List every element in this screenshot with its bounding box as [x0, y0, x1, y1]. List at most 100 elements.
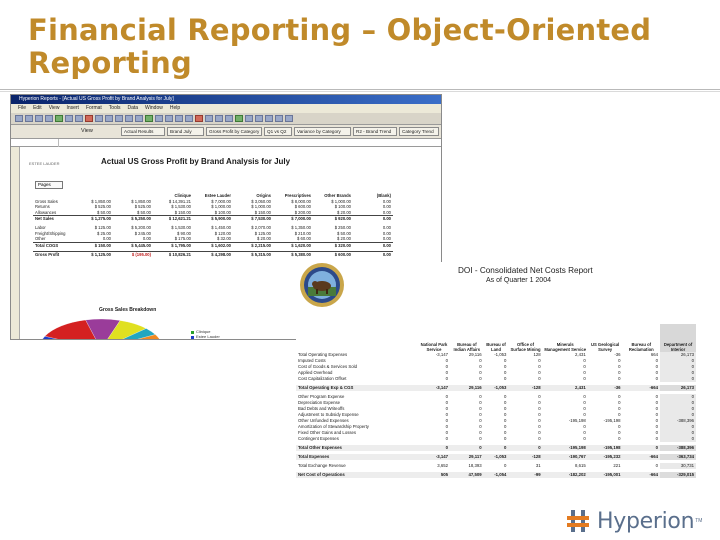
doi-cell-value: 3,652: [437, 463, 449, 468]
toolbar-button-icon[interactable]: [285, 115, 293, 122]
doi-cell-value: 0: [618, 424, 621, 429]
cell-value: $ 920.00: [313, 215, 353, 222]
doi-cell-value: 0: [660, 424, 696, 430]
report-tab-button[interactable]: Q1 vs Q2: [264, 127, 292, 136]
doi-cell-value: 0: [479, 376, 482, 381]
toolbar-button-icon[interactable]: [15, 115, 23, 122]
menu-item-format[interactable]: Format: [85, 105, 102, 111]
toolbar-button-icon[interactable]: [85, 115, 93, 122]
toolbar-button-icon[interactable]: [25, 115, 33, 122]
toolbar-button-icon[interactable]: [145, 115, 153, 122]
formula-bar[interactable]: [11, 139, 441, 147]
toolbar-button-icon[interactable]: [65, 115, 73, 122]
legend-label: Clinique: [196, 329, 211, 334]
doi-cell-value: -363,734: [660, 454, 696, 460]
toolbar-button-icon[interactable]: [255, 115, 263, 122]
doi-cell-value: 0: [479, 364, 482, 369]
toolbar-button-icon[interactable]: [275, 115, 283, 122]
menu-item-window[interactable]: Window: [145, 105, 163, 111]
doi-row: Depreciation Expense 0 0 0 0 0 0 0 0: [296, 400, 696, 406]
title-divider-shadow: [0, 91, 720, 92]
doi-cell-value: 0: [583, 370, 586, 375]
toolbar-button-icon[interactable]: [55, 115, 63, 122]
toolbar-button-icon[interactable]: [265, 115, 273, 122]
pages-dropdown[interactable]: Pages: [35, 181, 63, 189]
report-tab-button[interactable]: R2 - Brand Trend: [353, 127, 397, 136]
toolbar-button-icon[interactable]: [95, 115, 103, 122]
report-tab-button[interactable]: Gross Profit by Category: [206, 127, 262, 136]
excel-menu-bar: File Edit View Insert Format Tools Data Window H…: [11, 104, 441, 113]
doi-cell-value: 0: [655, 376, 659, 381]
doi-cell-value: 0: [622, 445, 661, 451]
report-tab-button[interactable]: Brand July: [167, 127, 204, 136]
doi-header-row: National Park Service Bureau of Indian Af…: [296, 324, 696, 352]
cell-value: $ 1,530.00: [171, 204, 191, 210]
toolbar-button-icon[interactable]: [245, 115, 253, 122]
excel-title-bar: Hyperion Reports - [Actual US Gross Prof…: [11, 95, 441, 104]
report-tab-button[interactable]: Variance by Category: [294, 127, 351, 136]
report-tab-button[interactable]: Actual Results: [121, 127, 165, 136]
view-label[interactable]: View: [81, 128, 93, 134]
row-label: Net Sales: [33, 215, 73, 222]
doi-cell-value: 0: [445, 376, 449, 381]
toolbar-button-icon[interactable]: [125, 115, 133, 122]
name-box[interactable]: [15, 139, 59, 147]
doi-row-label: Total Operating Expenses: [298, 352, 348, 357]
toolbar-button-icon[interactable]: [215, 115, 223, 122]
doi-cell-value: -36: [614, 352, 621, 357]
doi-cell-value: 0: [479, 406, 482, 411]
cell-value: $ 5,315.00: [233, 250, 273, 258]
doi-row-label: Imputed Costs: [298, 358, 326, 363]
doi-cell-value: 0: [538, 418, 541, 423]
toolbar-button-icon[interactable]: [45, 115, 53, 122]
report-tab-button[interactable]: Category Trend: [399, 127, 439, 136]
legend-swatch: [191, 330, 194, 334]
toolbar-button-icon[interactable]: [75, 115, 83, 122]
cell-value: $ 1,602.00: [193, 241, 233, 249]
doi-cell-value: 0: [445, 412, 449, 417]
toolbar-button-icon[interactable]: [225, 115, 233, 122]
doi-cell-value: 0: [660, 412, 696, 418]
toolbar-button-icon[interactable]: [115, 115, 123, 122]
toolbar-button-icon[interactable]: [105, 115, 113, 122]
toolbar-button-icon[interactable]: [165, 115, 173, 122]
toolbar-button-icon[interactable]: [35, 115, 43, 122]
doi-cell-value: 0: [618, 406, 621, 411]
toolbar-button-icon[interactable]: [175, 115, 183, 122]
doi-cell-value: 0: [445, 430, 449, 435]
doi-cell-value: 2,431: [542, 385, 588, 391]
cell-value: $ 5,200.00: [131, 224, 151, 230]
doi-cell-value: 0: [479, 436, 482, 441]
column-header: Other Brands: [324, 193, 351, 198]
cell-value: $ 50.00: [137, 209, 151, 215]
menu-item-data[interactable]: Data: [127, 105, 139, 111]
doi-cell-value: 0: [538, 412, 541, 417]
doi-cell-value: 0: [504, 463, 507, 468]
doi-cell-value: 128: [533, 352, 541, 357]
doi-cell-value: 0: [445, 358, 449, 363]
menu-item-help[interactable]: Help: [169, 105, 181, 111]
menu-item-edit[interactable]: Edit: [33, 105, 42, 111]
cell-value: $ 600.00: [294, 204, 311, 210]
legend-swatch: [191, 335, 194, 339]
doi-cell-value: 29,116: [468, 352, 482, 357]
toolbar-button-icon[interactable]: [195, 115, 203, 122]
menu-item-tools[interactable]: Tools: [108, 105, 121, 111]
cell-value: $ 320.00: [313, 241, 353, 249]
menu-item-insert[interactable]: Insert: [66, 105, 79, 111]
doi-corner-cell: [296, 324, 418, 352]
toolbar-button-icon[interactable]: [235, 115, 243, 122]
doi-cell-value: 0: [660, 370, 696, 376]
menu-item-file[interactable]: File: [18, 105, 27, 111]
toolbar-button-icon[interactable]: [135, 115, 143, 122]
toolbar-button-icon[interactable]: [205, 115, 213, 122]
toolbar-button-icon[interactable]: [155, 115, 163, 122]
doi-row-label: Total Other Expenses: [296, 445, 418, 451]
cell-value: $ 1,530.00: [171, 224, 191, 230]
menu-item-view[interactable]: View: [48, 105, 60, 111]
doi-cell-value: 29,117: [450, 454, 484, 460]
toolbar-button-icon[interactable]: [185, 115, 193, 122]
doi-cell-value: 0: [655, 418, 659, 423]
cell-value: 0.00: [353, 215, 393, 222]
